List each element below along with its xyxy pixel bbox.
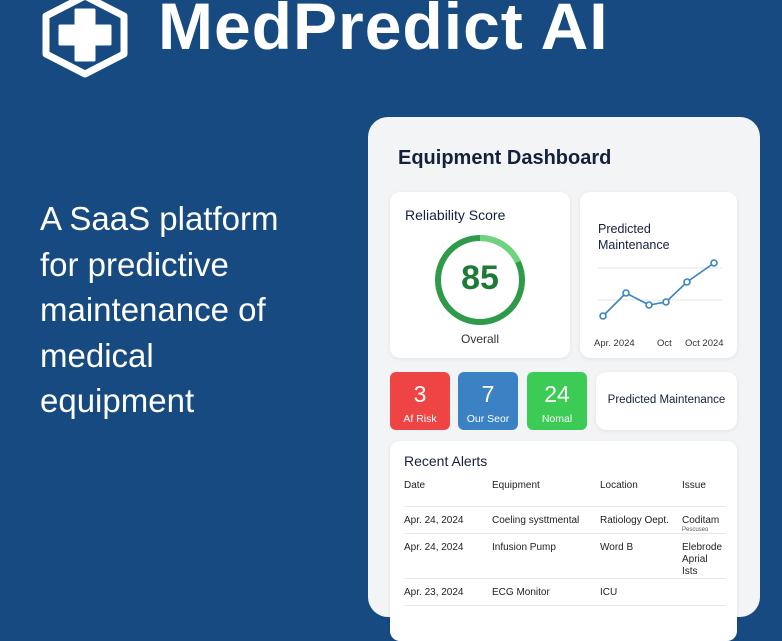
cell-text: Ratiology Oept. (600, 514, 669, 526)
header-row: Date Equipment Location Issue (404, 480, 726, 506)
cell: ICU (600, 578, 682, 605)
column-header: Equipment (492, 480, 540, 491)
cell-text: Apr. 24, 2024 (404, 514, 464, 526)
x-label: Oct (657, 338, 672, 349)
reliability-title: Reliability Score (405, 207, 506, 223)
cell-text: Apr. 24, 2024 (404, 541, 464, 553)
alerts-title: Recent Alerts (404, 453, 488, 469)
cell-text: Word B (600, 541, 634, 553)
cell (682, 578, 726, 605)
predicted-card: Predicted Maintenance Apr. 2024 Oct Oct … (580, 192, 737, 358)
cell-text: ICU (600, 586, 618, 598)
stat-label: Our Seor (466, 413, 510, 425)
cell-text: ECG Monitor (492, 586, 550, 598)
brand-title: MedPredict AI (158, 0, 609, 63)
tagline: A SaaS platform for predictive maintenan… (40, 196, 278, 424)
dashboard-title: Equipment Dashboard (398, 147, 612, 169)
stat-tile: 24 Nomal (527, 372, 587, 430)
tagline-line: maintenance of (40, 291, 266, 328)
stat-value: 3 (413, 381, 427, 407)
stat-label: Nomal (541, 413, 573, 425)
tagline-line: for predictive (40, 245, 229, 283)
reliability-card: Reliability Score 85 Overall (390, 192, 570, 358)
alert-row: Apr. 24, 2024 Infusion Pump Word B Elebrode… (404, 533, 726, 578)
cell-text: Apr. 23, 2024 (404, 586, 464, 598)
cell: Infusion Pump (492, 533, 600, 578)
score-value: 85 (461, 259, 499, 297)
predicted-button[interactable]: Predicted Maintenance (596, 372, 737, 430)
logo (42, 0, 128, 78)
cell-text: Coditam (682, 514, 720, 526)
cell: Word B (600, 533, 682, 578)
stat-label: Af Risk (403, 413, 437, 425)
predicted-title: Predicted Maintenance (598, 221, 670, 253)
cell: Coditam Pescuseo (682, 506, 726, 533)
sparkline (598, 259, 722, 320)
column-header: Location (600, 480, 638, 491)
cell: Elebrode Aprial Ists (682, 533, 726, 578)
x-label: Oct 2024 (685, 338, 724, 349)
predicted-title-line: Maintenance (598, 238, 670, 252)
cell-note: Pescuseo (682, 526, 709, 533)
alerts-table: Date Equipment Location Issue Apr. 24, 2024 C… (404, 480, 726, 606)
dashboard: Equipment Dashboard Reliability Score 85… (368, 117, 760, 641)
tagline-line: equipment (40, 382, 195, 419)
column-header: Date (404, 480, 426, 491)
column-header: Issue (682, 480, 706, 491)
cell-text: Coeling systtmental (492, 514, 580, 526)
predicted-title-line: Predicted (598, 222, 651, 236)
stat-value: 7 (481, 381, 495, 407)
score-ring (435, 234, 525, 325)
cell-text: Elebrode Aprial Ists (682, 541, 723, 577)
tagline-line: A SaaS platform (40, 200, 279, 237)
cell: Coeling systtmental (492, 506, 600, 533)
alert-row: Apr. 23, 2024 ECG Monitor ICU (404, 578, 726, 605)
page: MedPredict AI A SaaS platform for predic… (40, 0, 760, 641)
stat-tile: 3 Af Risk (390, 372, 450, 430)
predicted-button-label: Predicted Maintenance (607, 394, 726, 406)
alerts-card: Recent Alerts Date Equipment Location Issue… (390, 441, 737, 641)
cell-text: Infusion Pump (492, 541, 556, 553)
alert-row: Apr. 24, 2024 Coeling systtmental Ratiolog… (404, 506, 726, 533)
cell: Apr. 24, 2024 (404, 533, 492, 578)
stat-tile: 7 Our Seor (458, 372, 518, 430)
cell: Ratiology Oept. (600, 506, 682, 533)
stat-value: 24 (544, 381, 570, 407)
cell: Apr. 23, 2024 (404, 578, 492, 605)
score-caption: Overall (460, 332, 499, 346)
x-label: Apr. 2024 (594, 338, 635, 349)
cell: Apr. 24, 2024 (404, 506, 492, 533)
cell: ECG Monitor (492, 578, 600, 605)
tagline-line: medical (40, 336, 154, 374)
